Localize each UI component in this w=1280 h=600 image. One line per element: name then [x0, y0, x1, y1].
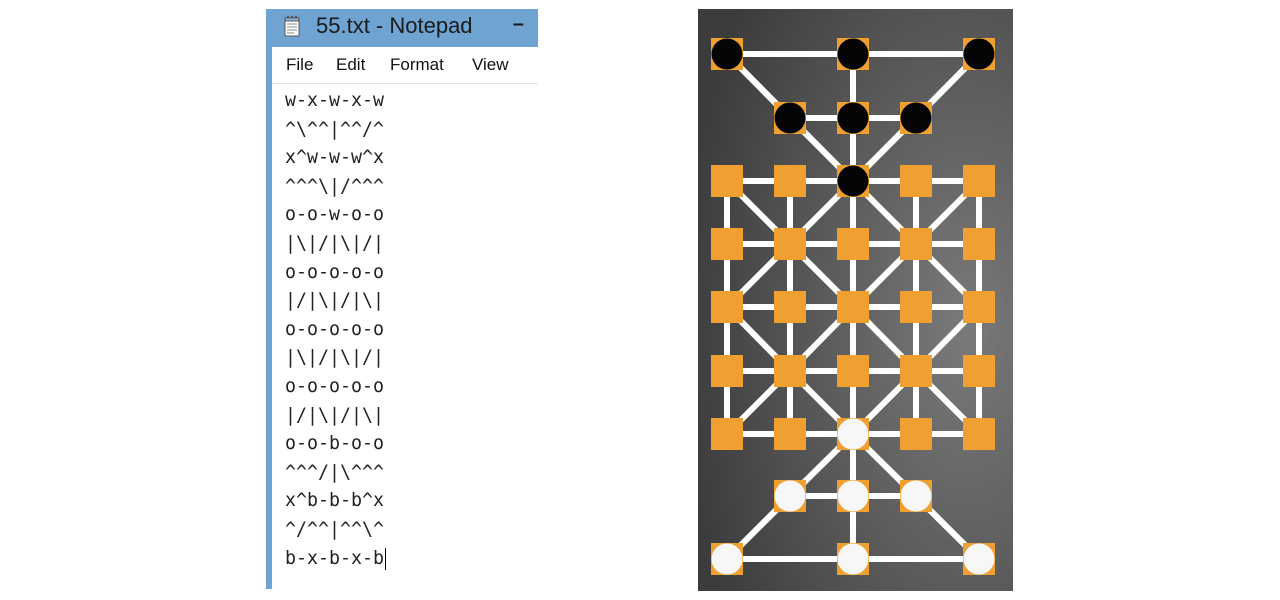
text-line: o-o-o-o-o — [285, 376, 385, 397]
empty-square — [963, 291, 995, 323]
empty-square — [837, 355, 869, 387]
black-piece — [837, 102, 869, 134]
menu-edit[interactable]: Edit — [336, 55, 366, 74]
empty-square — [711, 165, 743, 197]
notepad-window: 55.txt - Notepad – File Edit Format View… — [266, 9, 538, 589]
text-editor-area[interactable]: w-x-w-x-w ^\^^|^^/^ x^w-w-w^x ^^^\|/^^^ … — [285, 87, 538, 589]
white-piece — [837, 480, 869, 512]
title-bar[interactable]: 55.txt - Notepad – — [272, 9, 538, 47]
empty-square — [774, 418, 806, 450]
empty-square — [900, 291, 932, 323]
empty-square — [711, 418, 743, 450]
text-line: |\|/|\|/| — [285, 347, 385, 369]
empty-square — [774, 165, 806, 197]
text-line: |/|\|/|\| — [285, 290, 385, 312]
text-line: x^w-w-w^x — [285, 147, 385, 169]
game-board — [698, 9, 1013, 591]
menu-view[interactable]: View — [472, 55, 509, 74]
empty-square — [963, 228, 995, 260]
text-line: |\|/|\|/| — [285, 233, 385, 254]
minimize-button[interactable]: – — [512, 13, 524, 35]
text-line: o-o-o-o-o — [285, 318, 385, 340]
white-piece — [837, 418, 869, 450]
black-piece — [837, 165, 869, 197]
empty-square — [711, 291, 743, 323]
text-line: ^/^^|^^\^ — [285, 519, 385, 540]
white-piece — [711, 543, 743, 575]
menu-file[interactable]: File — [286, 55, 314, 74]
empty-square — [900, 165, 932, 197]
empty-square — [900, 228, 932, 260]
text-line: o-o-w-o-o — [285, 204, 385, 226]
text-line-content: b-x-b-x-b — [285, 547, 385, 569]
empty-square — [711, 228, 743, 260]
empty-square — [711, 355, 743, 387]
empty-square — [963, 165, 995, 197]
text-line: ^^^/|\^^^ — [285, 461, 385, 483]
text-line: x^b-b-b^x — [285, 490, 385, 512]
text-line: o-o-o-o-o — [285, 261, 385, 283]
menu-bar: File Edit Format View — [272, 47, 538, 84]
white-piece — [963, 543, 995, 575]
board-pieces — [711, 38, 995, 575]
empty-square — [963, 355, 995, 387]
text-line-last: b-x-b-x-b — [285, 545, 387, 573]
menu-format[interactable]: Format — [390, 55, 444, 74]
black-piece — [774, 102, 806, 134]
text-caret — [385, 547, 387, 570]
text-line: w-x-w-x-w — [285, 90, 385, 111]
empty-square — [837, 228, 869, 260]
empty-square — [837, 291, 869, 323]
white-piece — [774, 480, 806, 512]
empty-square — [774, 228, 806, 260]
text-line: ^^^\|/^^^ — [285, 175, 385, 197]
empty-square — [900, 355, 932, 387]
empty-square — [774, 355, 806, 387]
text-line: ^\^^|^^/^ — [285, 118, 385, 140]
black-piece — [900, 102, 932, 134]
text-line: o-o-b-o-o — [285, 433, 385, 455]
black-piece — [837, 38, 869, 70]
text-line: |/|\|/|\| — [285, 404, 385, 426]
white-piece — [837, 543, 869, 575]
black-piece — [711, 38, 743, 70]
window-title: 55.txt - Notepad — [316, 13, 473, 38]
empty-square — [900, 418, 932, 450]
notepad-icon — [284, 15, 300, 37]
empty-square — [963, 418, 995, 450]
empty-square — [774, 291, 806, 323]
black-piece — [963, 38, 995, 70]
white-piece — [900, 480, 932, 512]
